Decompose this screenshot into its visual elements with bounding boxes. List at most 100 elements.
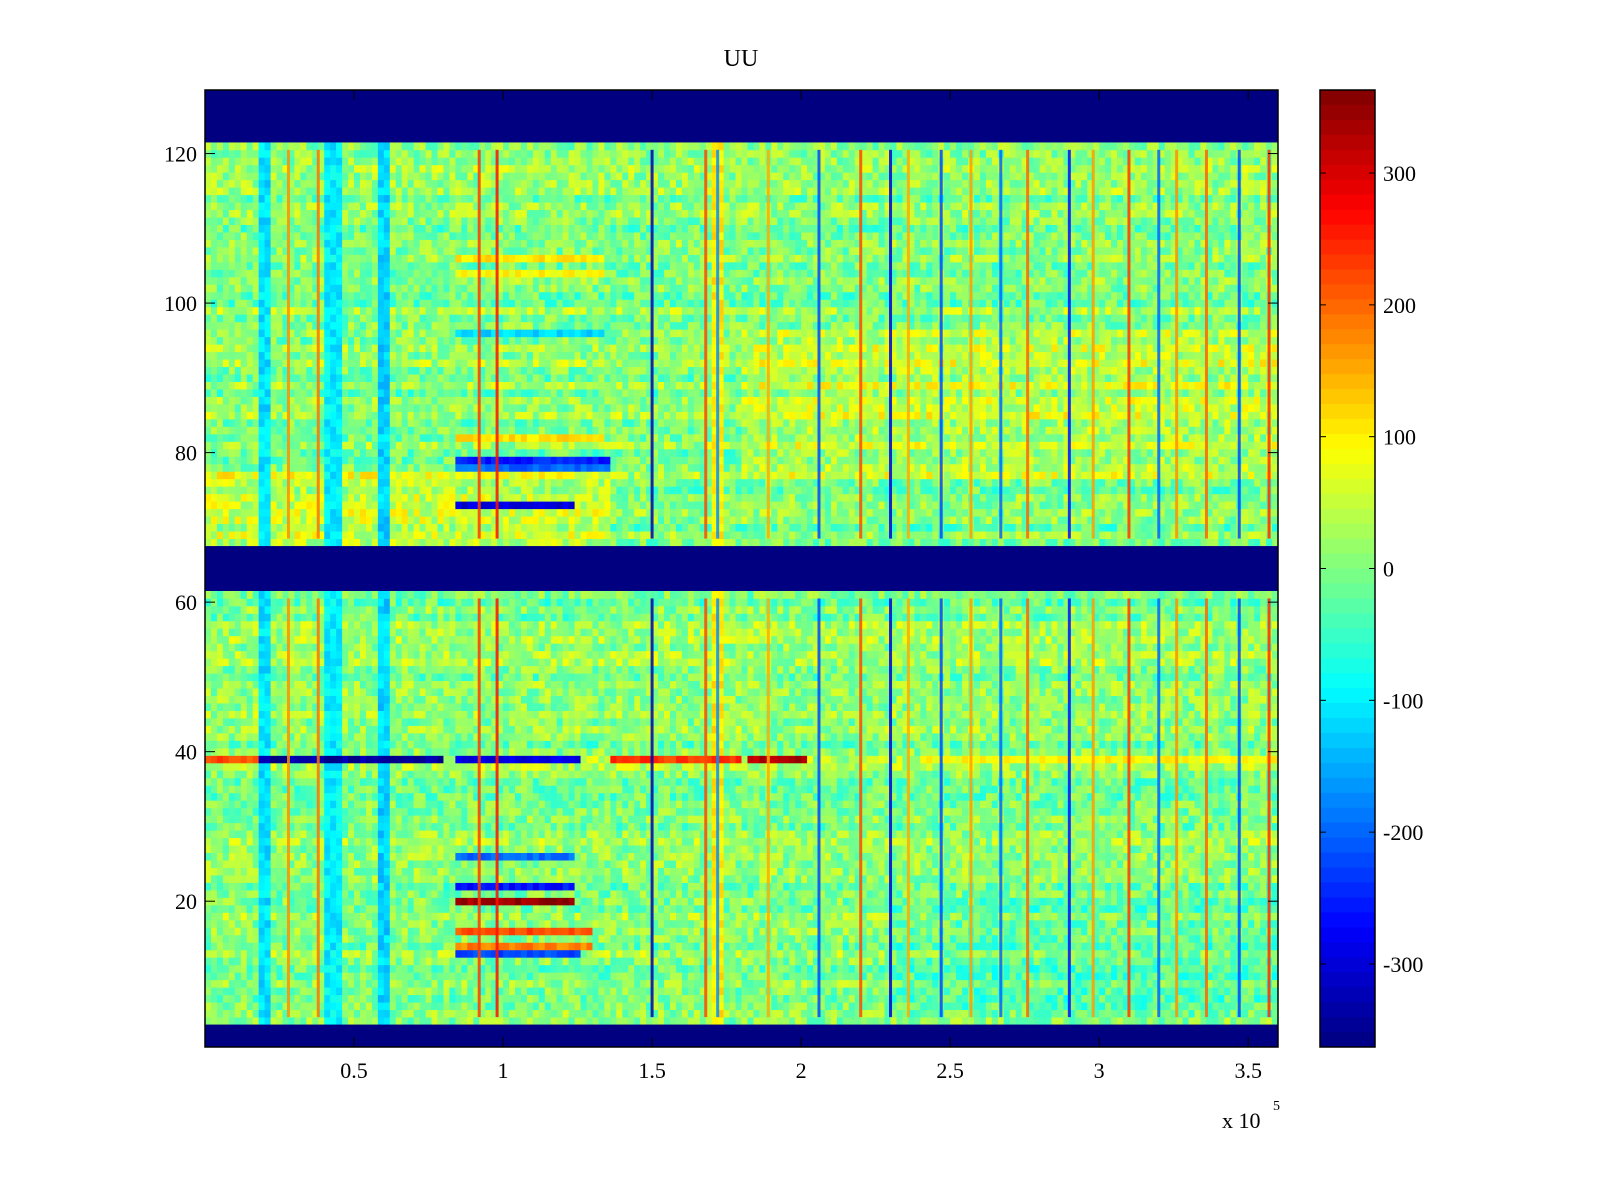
heatmap-cell bbox=[926, 942, 933, 951]
heatmap-cell bbox=[1117, 1009, 1124, 1018]
heatmap-cell bbox=[395, 1017, 403, 1025]
heatmap-cell bbox=[854, 919, 862, 928]
heatmap-cell bbox=[377, 822, 385, 831]
heatmap-cell bbox=[1093, 1002, 1100, 1011]
heatmap-cell bbox=[783, 957, 790, 966]
heatmap-cell bbox=[926, 934, 933, 943]
heatmap-cell bbox=[473, 994, 480, 1003]
heatmap-cell bbox=[813, 927, 820, 936]
heatmap-cell bbox=[574, 897, 581, 906]
heatmap-cell bbox=[443, 904, 450, 913]
heatmap-cell bbox=[210, 815, 218, 824]
heatmap-cell bbox=[318, 942, 325, 951]
heatmap-cell bbox=[359, 875, 367, 883]
heatmap-cell bbox=[294, 837, 301, 846]
heatmap-cell bbox=[664, 875, 671, 883]
heatmap-cell bbox=[973, 845, 981, 854]
heatmap-cell bbox=[1009, 1017, 1017, 1025]
heatmap-cell bbox=[383, 957, 391, 966]
heatmap-cell bbox=[425, 860, 432, 868]
heatmap-cell bbox=[640, 860, 647, 868]
heatmap-cell bbox=[1254, 889, 1261, 898]
heatmap-cell bbox=[795, 934, 802, 943]
heatmap-cell bbox=[216, 912, 224, 921]
heatmap-cell bbox=[222, 934, 230, 943]
heatmap-cell bbox=[1027, 927, 1034, 936]
heatmap-cell bbox=[926, 815, 933, 824]
heatmap-cell bbox=[1164, 904, 1172, 913]
heatmap-cell bbox=[926, 889, 933, 898]
heatmap-cell bbox=[711, 837, 719, 846]
heatmap-cell bbox=[1099, 882, 1106, 891]
heatmap-cell bbox=[1230, 860, 1237, 868]
heatmap-cell bbox=[604, 837, 611, 846]
heatmap-cell bbox=[896, 979, 903, 988]
heatmap-cell bbox=[1188, 912, 1195, 921]
heatmap-cell bbox=[586, 1009, 593, 1018]
heatmap-cell bbox=[205, 904, 212, 913]
heatmap-cell bbox=[962, 1009, 969, 1018]
heatmap-cell bbox=[979, 867, 987, 876]
heatmap-cell bbox=[276, 949, 283, 958]
heatmap-cell bbox=[1069, 1017, 1076, 1025]
heatmap-cell bbox=[1015, 867, 1023, 876]
heatmap-cell bbox=[908, 852, 915, 861]
heatmap-cell bbox=[318, 972, 325, 981]
heatmap-cell bbox=[926, 867, 933, 876]
heatmap-cell bbox=[813, 957, 820, 966]
heatmap-cell bbox=[693, 957, 701, 966]
heatmap-cell bbox=[1057, 904, 1064, 913]
heatmap-cell bbox=[628, 845, 635, 854]
heatmap-cell bbox=[789, 942, 796, 951]
heatmap-cell bbox=[962, 897, 969, 906]
heatmap-cell bbox=[1188, 919, 1195, 928]
heatmap-cell bbox=[985, 837, 993, 846]
heatmap-cell bbox=[747, 882, 754, 891]
heatmap-cell bbox=[1111, 830, 1118, 839]
heatmap-cell bbox=[538, 845, 546, 854]
heatmap-cell bbox=[1146, 852, 1154, 861]
heatmap-cell bbox=[1164, 919, 1172, 928]
heatmap-cell bbox=[985, 852, 993, 861]
heatmap-cell bbox=[342, 912, 349, 921]
heatmap-cell bbox=[687, 867, 695, 876]
heatmap-cell bbox=[1069, 830, 1076, 839]
heatmap-cell bbox=[1015, 1002, 1023, 1011]
heatmap-cell bbox=[681, 889, 689, 898]
heatmap-cell bbox=[610, 830, 617, 839]
heatmap-cell bbox=[1021, 957, 1029, 966]
heatmap-cell bbox=[431, 919, 438, 928]
heatmap-cell bbox=[1164, 845, 1172, 854]
heatmap-cell bbox=[777, 957, 784, 966]
heatmap-cell bbox=[216, 845, 224, 854]
heatmap-cell bbox=[389, 845, 397, 854]
heatmap-cell bbox=[610, 994, 617, 1003]
heatmap-cell bbox=[836, 987, 844, 996]
heatmap-cell bbox=[1081, 979, 1088, 988]
heatmap-cell bbox=[348, 987, 355, 996]
heatmap-cell bbox=[1248, 919, 1255, 928]
heatmap-cell bbox=[604, 964, 611, 973]
heatmap-cell bbox=[723, 815, 730, 824]
heatmap-cell bbox=[216, 837, 224, 846]
heatmap-cell bbox=[205, 949, 212, 958]
heatmap-cell bbox=[1212, 934, 1219, 943]
heatmap-cell bbox=[735, 979, 742, 988]
heatmap-cell bbox=[306, 904, 313, 913]
heatmap-cell bbox=[1182, 897, 1189, 906]
heatmap-cell bbox=[783, 912, 790, 921]
heatmap-cell bbox=[830, 919, 838, 928]
heatmap-cell bbox=[1164, 1017, 1172, 1025]
heatmap-cell bbox=[574, 882, 581, 891]
heatmap-cell bbox=[1146, 979, 1154, 988]
heatmap-cell bbox=[377, 912, 385, 921]
heatmap-cell bbox=[1134, 904, 1142, 913]
heatmap-cell bbox=[771, 860, 778, 868]
heatmap-cell bbox=[1158, 897, 1166, 906]
heatmap-cell bbox=[1170, 919, 1178, 928]
heatmap-cell bbox=[717, 949, 725, 958]
heatmap-cell bbox=[407, 882, 415, 891]
heatmap-cell bbox=[818, 957, 826, 966]
heatmap-cell bbox=[413, 964, 420, 973]
heatmap-cell bbox=[836, 830, 844, 839]
